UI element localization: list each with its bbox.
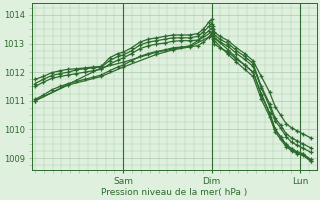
X-axis label: Pression niveau de la mer( hPa ): Pression niveau de la mer( hPa ) (101, 188, 247, 197)
